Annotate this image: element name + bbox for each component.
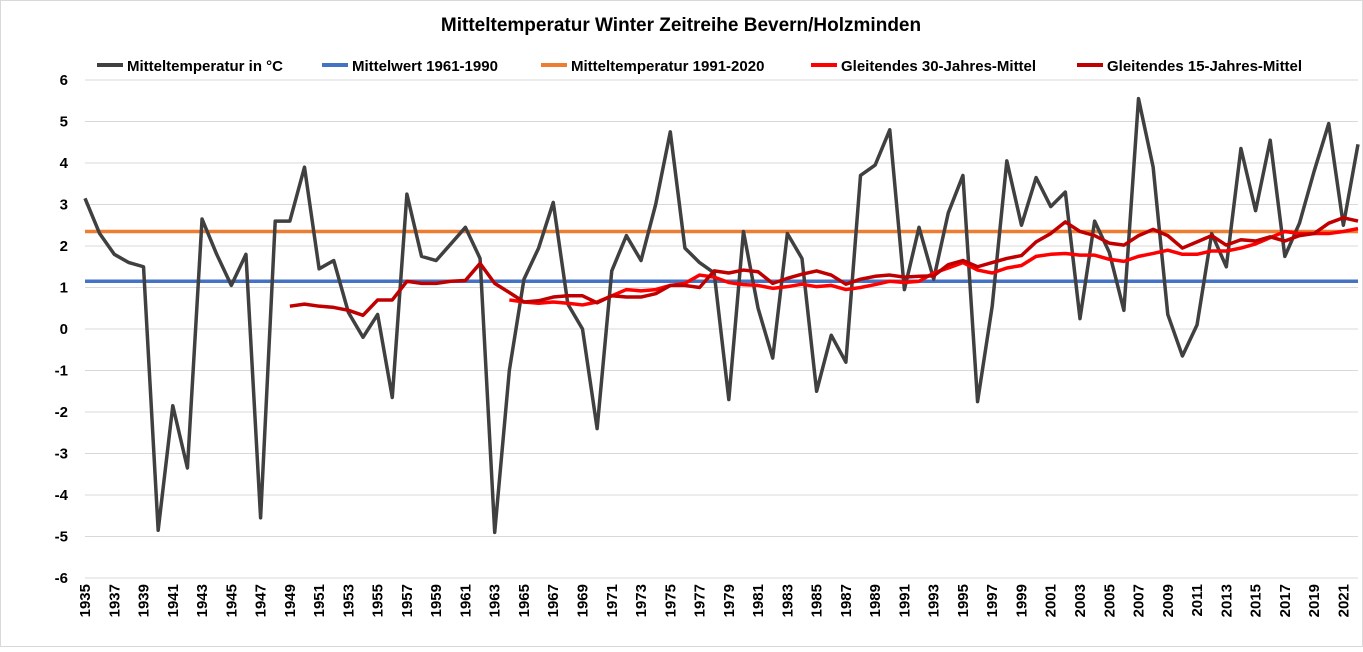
y-tick-label: -5 — [55, 529, 68, 546]
x-tick-label: 1943 — [194, 584, 211, 617]
y-tick-label: 0 — [60, 321, 68, 338]
x-tick-label: 2003 — [1072, 584, 1089, 617]
x-tick-label: 2009 — [1160, 584, 1177, 617]
x-tick-label: 1989 — [867, 584, 884, 617]
x-tick-label: 1995 — [955, 584, 972, 617]
series-line-4 — [289, 216, 1359, 318]
x-tick-label: 1985 — [809, 584, 826, 617]
x-tick-label: 1993 — [926, 584, 943, 617]
x-tick-label: 1939 — [136, 584, 153, 617]
x-tick-label: 1979 — [721, 584, 738, 617]
x-tick-label: 1977 — [692, 584, 709, 617]
x-tick-label: 1941 — [165, 584, 182, 617]
x-tick-label: 1957 — [399, 584, 416, 617]
x-tick-label: 1955 — [370, 584, 387, 617]
x-tick-label: 2013 — [1218, 584, 1235, 617]
x-tick-label: 1963 — [487, 584, 504, 617]
x-tick-label: 1959 — [428, 584, 445, 617]
x-tick-label: 2007 — [1131, 584, 1148, 617]
y-tick-label: -4 — [55, 487, 69, 504]
series-line-0 — [83, 96, 1360, 535]
y-tick-label: -1 — [55, 363, 68, 380]
x-tick-label: 2001 — [1043, 584, 1060, 617]
x-tick-label: 1987 — [838, 584, 855, 617]
x-tick-label: 2005 — [1101, 584, 1118, 617]
y-axis: 6 5 4 3 2 1 0 -1 -2 -3 -4 -5 -6 — [55, 72, 69, 587]
y-tick-label: -3 — [55, 446, 68, 463]
x-tick-label: 2011 — [1189, 584, 1206, 617]
legend-label: Gleitendes 30-Jahres-Mittel — [841, 58, 1036, 75]
x-tick-label: 2019 — [1306, 584, 1323, 617]
legend: Mitteltemperatur in °C Mittelwert 1961-19… — [97, 58, 1302, 75]
x-tick-label: 1961 — [457, 584, 474, 617]
y-tick-label: 3 — [60, 197, 68, 214]
series-group — [83, 96, 1360, 535]
legend-label: Mitteltemperatur in °C — [127, 58, 283, 75]
gridlines — [85, 79, 1358, 579]
x-tick-label: 1951 — [311, 584, 328, 617]
x-tick-label: 1937 — [106, 584, 123, 617]
x-tick-label: 1981 — [750, 584, 767, 617]
x-tick-label: 1991 — [896, 584, 913, 617]
legend-label: Mitteltemperatur 1991-2020 — [571, 58, 764, 75]
x-tick-label: 1969 — [574, 584, 591, 617]
x-tick-label: 1935 — [77, 584, 94, 617]
x-tick-label: 1967 — [545, 584, 562, 617]
x-tick-label: 1997 — [984, 584, 1001, 617]
y-tick-label: 5 — [60, 114, 68, 131]
x-tick-label: 1945 — [223, 584, 240, 617]
x-tick-label: 1983 — [779, 584, 796, 617]
y-tick-label: 2 — [60, 238, 68, 255]
y-tick-label: 1 — [60, 280, 68, 297]
x-tick-label: 1971 — [604, 584, 621, 617]
x-tick-label: 2021 — [1335, 584, 1352, 617]
x-tick-label: 1975 — [662, 584, 679, 617]
x-tick-label: 1999 — [1013, 584, 1030, 617]
x-tick-label: 2017 — [1277, 584, 1294, 617]
y-tick-label: -6 — [55, 570, 68, 587]
series-line-3 — [509, 226, 1359, 307]
chart-title: Mitteltemperatur Winter Zeitreihe Bevern… — [441, 15, 921, 36]
x-tick-label: 1947 — [253, 584, 270, 617]
y-tick-label: -2 — [55, 404, 68, 421]
legend-label: Mittelwert 1961-1990 — [352, 58, 498, 75]
x-tick-label: 1965 — [516, 584, 533, 617]
x-tick-label: 1953 — [340, 584, 357, 617]
x-tick-label: 1949 — [282, 584, 299, 617]
x-tick-label: 1973 — [633, 584, 650, 617]
x-axis: 1935 1937 1939 1941 1943 1945 1947 1949 1951 1953… — [77, 584, 1352, 617]
y-tick-label: 4 — [60, 155, 69, 172]
x-tick-label: 2015 — [1248, 584, 1265, 617]
legend-label: Gleitendes 15-Jahres-Mittel — [1107, 58, 1302, 75]
y-tick-label: 6 — [60, 72, 68, 89]
